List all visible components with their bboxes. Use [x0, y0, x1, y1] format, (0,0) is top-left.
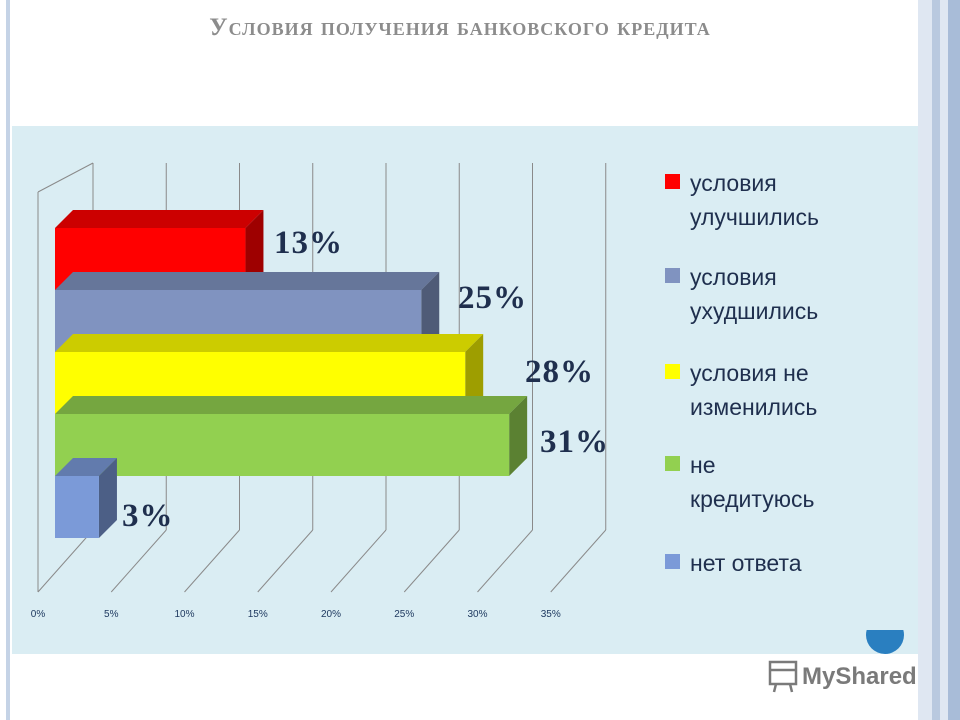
legend-label: улучшились — [690, 204, 819, 230]
floor-gridline — [550, 529, 607, 593]
data-label: 25% — [458, 280, 527, 316]
legend-label: условия — [690, 264, 777, 290]
slide-frame-right — [918, 0, 960, 720]
x-tick-label: 30% — [467, 609, 487, 620]
x-tick-label: 35% — [541, 609, 561, 620]
legend-swatch — [665, 268, 680, 283]
data-label: 31% — [540, 424, 609, 460]
legend-entry: условия улучшились — [665, 170, 819, 230]
bar-top-face — [55, 272, 440, 290]
side-wall-top-edge — [37, 162, 94, 193]
data-label: 3% — [122, 498, 174, 534]
legend-label: не — [690, 452, 716, 478]
legend-label: ухудшились — [690, 298, 818, 324]
bar-front-face — [55, 414, 510, 476]
legend-label: кредитуюсь — [690, 486, 814, 512]
legend-label: условия не — [690, 360, 809, 386]
x-tick-label: 0% — [31, 609, 46, 620]
bar-top-face — [55, 396, 528, 414]
legend-entry: условия не изменились — [665, 360, 817, 420]
x-tick-label: 20% — [321, 609, 341, 620]
x-tick-label: 5% — [104, 609, 119, 620]
slide-title: Условия получения банковского кредита — [209, 14, 711, 41]
legend-entry: не кредитуюсь — [665, 452, 814, 512]
legend-label: нет ответа — [690, 550, 802, 576]
bar-front-face — [55, 476, 99, 538]
bar-top-face — [55, 210, 264, 228]
bar-top-face — [55, 334, 484, 352]
legend-swatch — [665, 456, 680, 471]
bar-4 — [55, 396, 528, 476]
presentation-icon — [768, 660, 798, 693]
legend-swatch — [665, 554, 680, 569]
bar-top-face — [55, 458, 117, 476]
data-label: 28% — [525, 354, 594, 390]
bar-side-face — [245, 210, 264, 290]
slide-frame-left — [6, 0, 10, 720]
floor-gridline — [184, 529, 240, 593]
watermark-logo: MyShared — [768, 660, 917, 693]
watermark-text: MyShared — [802, 663, 917, 690]
floor-gridline — [477, 529, 533, 593]
x-tick-label: 25% — [394, 609, 414, 620]
floor-gridline — [257, 529, 314, 593]
bar-5 — [55, 458, 117, 538]
floor-gridline — [403, 529, 460, 593]
floor-gridline — [37, 529, 94, 593]
legend-label: изменились — [690, 394, 817, 420]
legend-swatch — [665, 174, 680, 189]
x-tick-label: 10% — [174, 609, 194, 620]
floor-gridline — [330, 529, 387, 593]
bar-side-face — [98, 458, 117, 538]
x-tick-label: 15% — [248, 609, 268, 620]
bar-side-face — [509, 396, 528, 476]
legend-entry: нет ответа — [665, 550, 802, 576]
legend-entry: условия ухудшились — [665, 264, 818, 324]
data-label: 13% — [274, 225, 343, 261]
floor-gridline — [110, 529, 167, 593]
legend-swatch — [665, 364, 680, 379]
bar-side-face — [421, 272, 440, 352]
badge-icon — [866, 630, 904, 656]
legend-label: условия — [690, 170, 777, 196]
bar-side-face — [465, 334, 484, 414]
